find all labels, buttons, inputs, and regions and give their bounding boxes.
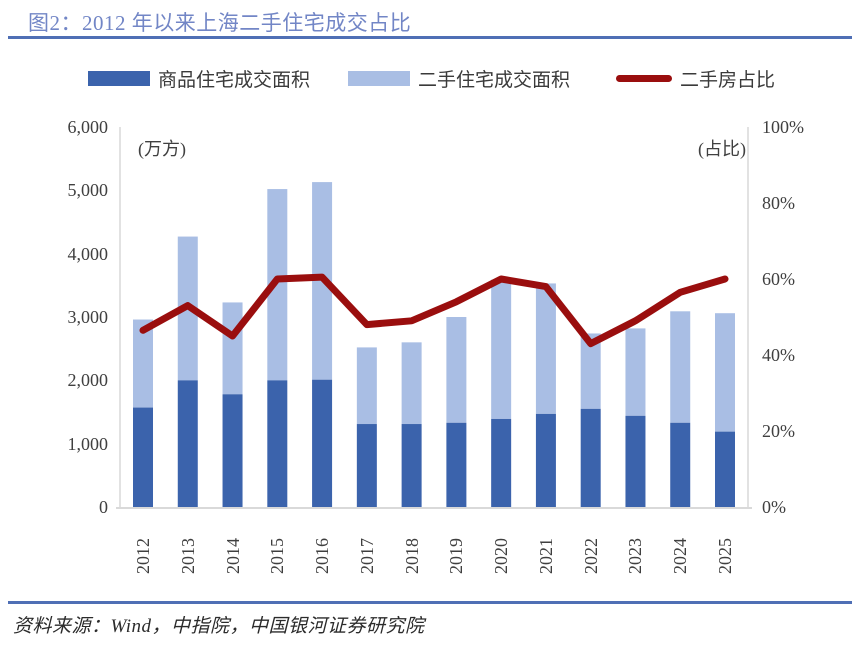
right-axis-tick-80%: 80% bbox=[762, 193, 795, 213]
bar-segment-secondhand-2014 bbox=[222, 302, 243, 395]
commodity-bar-swatch bbox=[88, 70, 150, 86]
bar-segment-secondhand-2024 bbox=[670, 311, 691, 423]
bar-segment-commodity-2025 bbox=[715, 431, 735, 507]
x-axis-label-2021: 2021 bbox=[535, 538, 556, 574]
legend-item-commodity: 商品住宅成交面积 bbox=[88, 63, 310, 93]
bar-segment-commodity-2022 bbox=[580, 408, 601, 507]
bar-segment-commodity-2020 bbox=[491, 418, 512, 507]
right-axis-unit-label: (占比) bbox=[698, 139, 746, 159]
bar-segment-secondhand-2021 bbox=[535, 283, 556, 414]
right-axis-tick-100%: 100% bbox=[762, 117, 804, 137]
bar-segment-secondhand-2025 bbox=[715, 313, 735, 432]
right-axis-tick-60%: 60% bbox=[762, 269, 795, 289]
bar-segment-secondhand-2017 bbox=[356, 347, 377, 425]
x-axis-label-2015: 2015 bbox=[267, 538, 288, 574]
legend-label-ratio: 二手房占比 bbox=[680, 69, 776, 91]
x-axis-label-2020: 2020 bbox=[491, 538, 512, 574]
bar-segment-commodity-2018 bbox=[401, 424, 422, 507]
source-note: 资料来源：Wind，中指院，中国银河证券研究院 bbox=[13, 616, 425, 637]
footer-divider-rule bbox=[8, 601, 852, 604]
left-axis-unit-label: (万方) bbox=[138, 139, 186, 159]
ratio-line-swatch bbox=[616, 74, 672, 82]
bar-segment-commodity-2019 bbox=[446, 422, 467, 507]
x-axis-label-2019: 2019 bbox=[446, 538, 467, 574]
x-axis-label-2014: 2014 bbox=[222, 538, 243, 574]
left-axis-tick-6,000: 6,000 bbox=[67, 117, 109, 137]
chart-legend: 商品住宅成交面积 二手住宅成交面积 二手房占比 bbox=[0, 63, 864, 93]
right-axis-tick-0%: 0% bbox=[762, 497, 786, 517]
bar-segment-secondhand-2012 bbox=[133, 319, 153, 408]
legend-item-secondhand: 二手住宅成交面积 bbox=[348, 63, 570, 93]
bar-segment-commodity-2021 bbox=[535, 413, 556, 507]
bar-segment-secondhand-2015 bbox=[267, 189, 288, 381]
left-axis-tick-0: 0 bbox=[99, 497, 108, 517]
chart-title: 图2：2012 年以来上海二手住宅成交占比 bbox=[28, 11, 412, 35]
plot-area bbox=[116, 127, 752, 509]
legend-item-ratio: 二手房占比 bbox=[616, 63, 775, 93]
legend-label-commodity: 商品住宅成交面积 bbox=[158, 69, 311, 91]
left-axis-tick-2,000: 2,000 bbox=[67, 370, 109, 391]
left-axis-tick-1,000: 1,000 bbox=[67, 433, 109, 454]
bar-segment-commodity-2012 bbox=[133, 407, 153, 507]
x-axis-label-2023: 2023 bbox=[625, 538, 646, 574]
x-axis-label-2025: 2025 bbox=[715, 538, 735, 574]
bar-segment-secondhand-2019 bbox=[446, 317, 467, 423]
bar-segment-commodity-2017 bbox=[356, 424, 377, 507]
secondhand-bar-swatch bbox=[348, 70, 410, 86]
legend-label-secondhand: 二手住宅成交面积 bbox=[418, 69, 571, 91]
right-axis-tick-40%: 40% bbox=[762, 345, 795, 365]
left-axis-tick-3,000: 3,000 bbox=[67, 307, 109, 327]
ratio-trend-line bbox=[139, 273, 729, 348]
bar-segment-commodity-2013 bbox=[177, 380, 198, 507]
x-axis-label-2024: 2024 bbox=[670, 538, 691, 574]
bar-segment-secondhand-2018 bbox=[401, 342, 422, 425]
bar-segment-commodity-2014 bbox=[222, 394, 243, 507]
bar-segment-commodity-2016 bbox=[312, 379, 333, 507]
right-axis-tick-20%: 20% bbox=[762, 421, 795, 441]
x-axis-label-2022: 2022 bbox=[580, 538, 601, 574]
x-axis-label-2012: 2012 bbox=[133, 538, 153, 574]
x-axis-label-2018: 2018 bbox=[401, 538, 422, 574]
bar-segment-secondhand-2023 bbox=[625, 328, 646, 416]
x-axis-label-2016: 2016 bbox=[312, 538, 333, 574]
title-divider-rule bbox=[8, 36, 852, 39]
left-axis-tick-4,000: 4,000 bbox=[67, 243, 109, 264]
x-axis-label-2017: 2017 bbox=[356, 538, 377, 574]
bar-segment-secondhand-2022 bbox=[580, 333, 601, 409]
bar-segment-commodity-2015 bbox=[267, 380, 288, 507]
bar-segment-commodity-2024 bbox=[670, 422, 691, 507]
left-axis-tick-5,000: 5,000 bbox=[67, 180, 109, 201]
bar-segment-commodity-2023 bbox=[625, 415, 646, 507]
bar-segment-secondhand-2020 bbox=[491, 279, 512, 419]
x-axis-label-2013: 2013 bbox=[177, 538, 198, 574]
